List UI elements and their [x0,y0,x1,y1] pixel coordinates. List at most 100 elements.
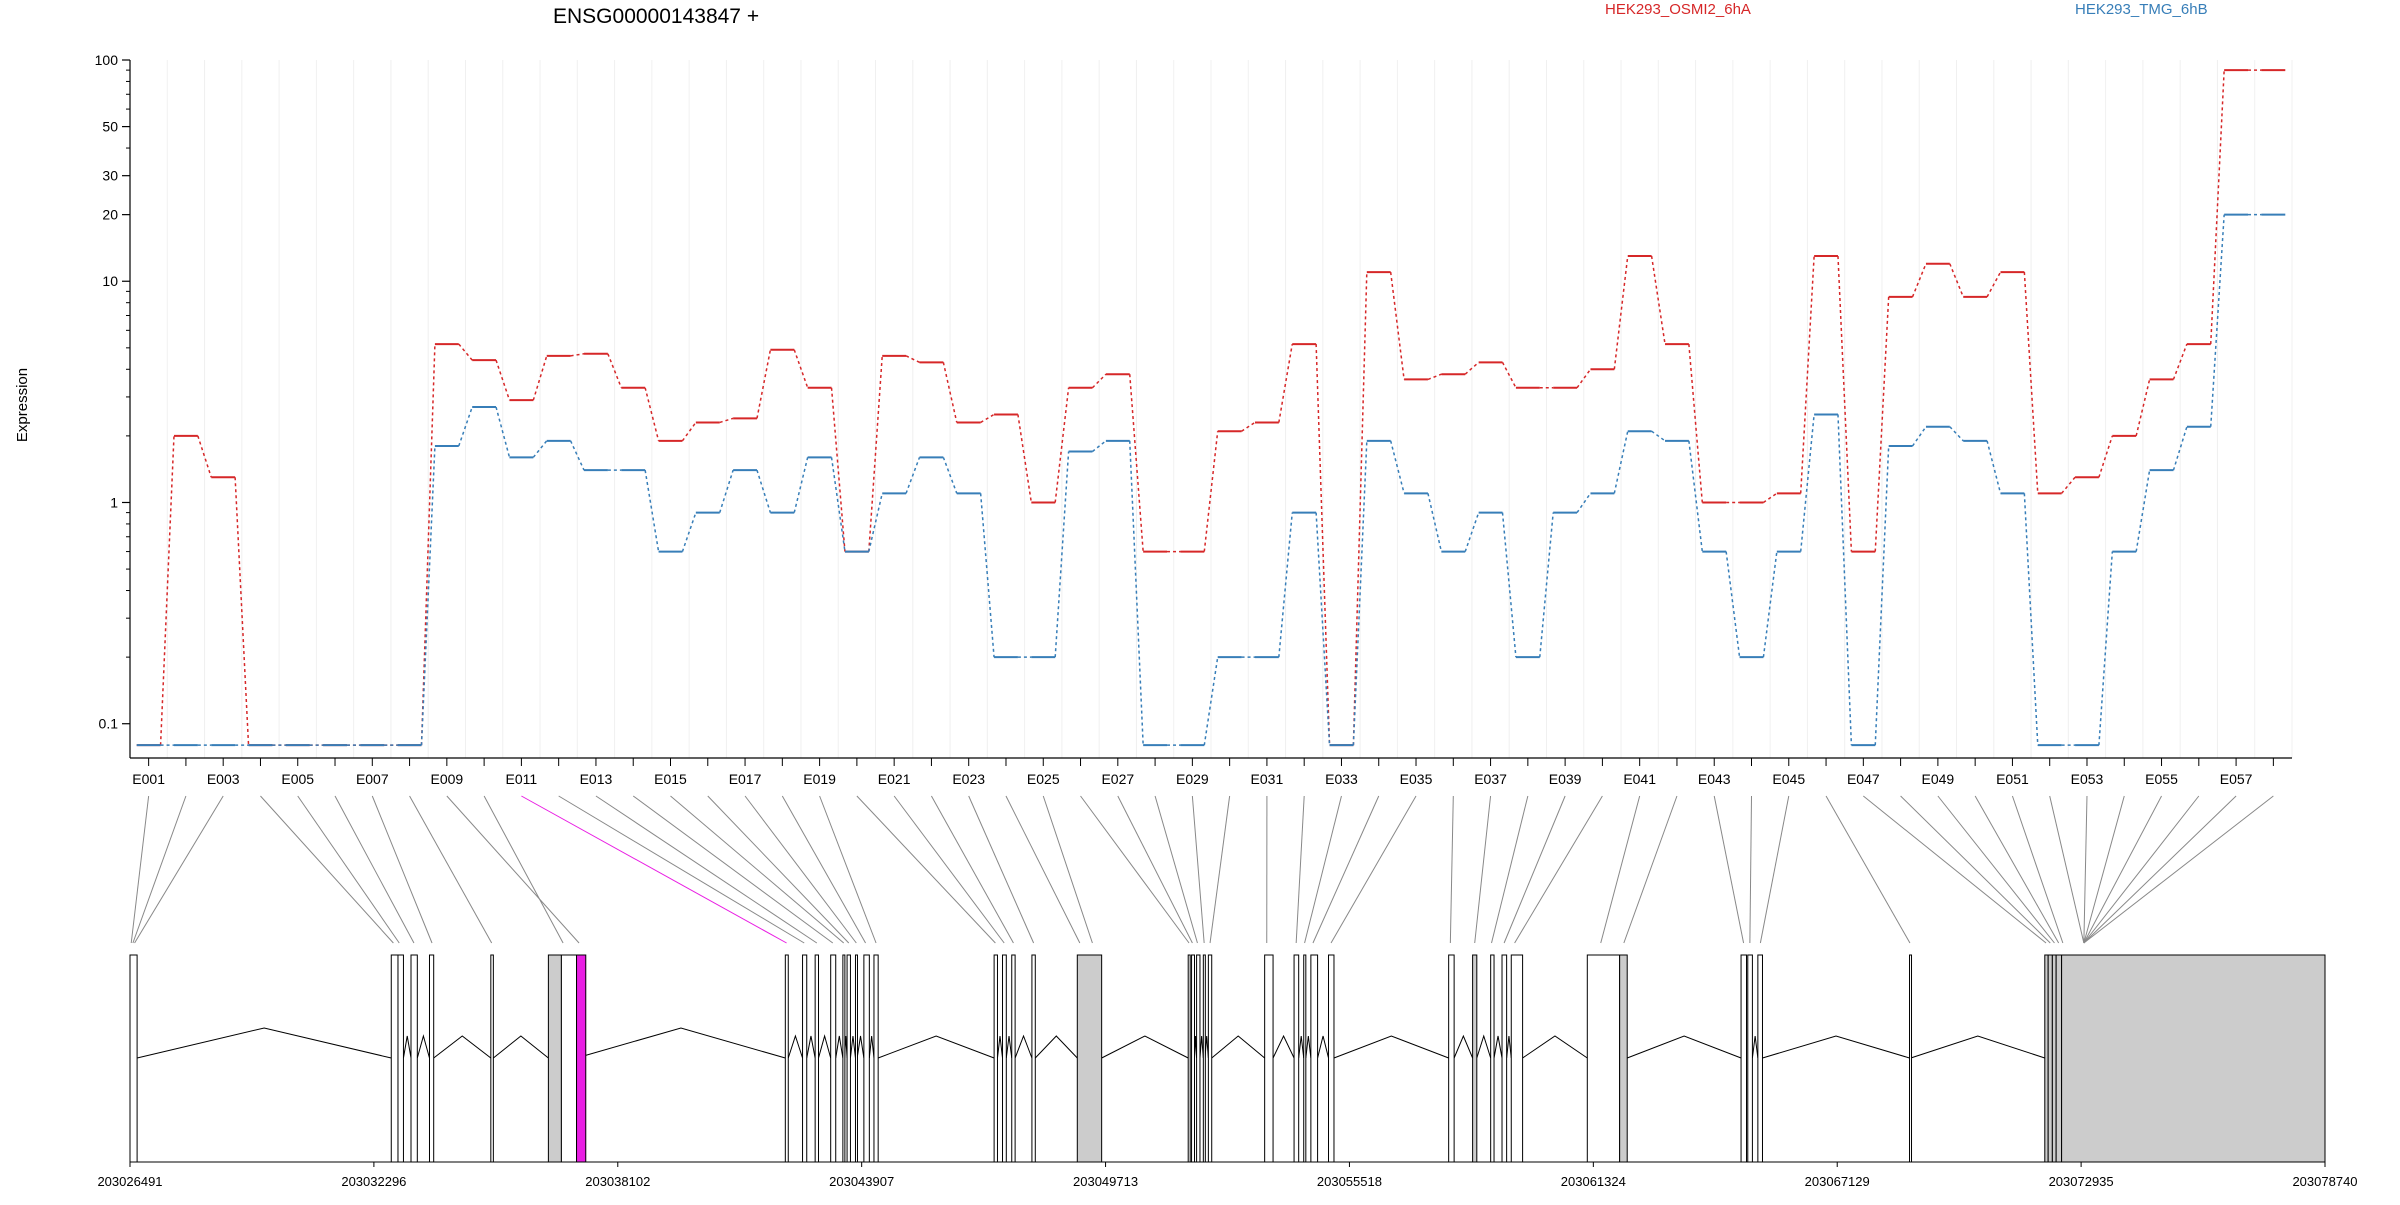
x-tick-label: E037 [1474,771,1507,787]
exon-box [1910,955,1912,1162]
exon-connector [2084,796,2087,943]
x-tick-label: E041 [1623,771,1656,787]
exon-box [864,955,869,1162]
exon-connector [1081,796,1190,943]
exon-connector [484,796,563,943]
exon-box [1758,955,1763,1162]
y-tick-label: 1 [110,494,118,510]
exon-box [831,955,836,1162]
exon-connector [1043,796,1092,943]
x-tick-label: E009 [430,771,463,787]
intron-line [1334,1036,1449,1058]
exon-box [855,955,857,1162]
coordinate-tick-label: 203026491 [97,1174,162,1189]
intron-line [1006,1036,1011,1058]
exon-box [1208,955,1211,1162]
exon-box [1188,955,1190,1162]
exon-connector [1504,796,1565,943]
intron-line [434,1036,491,1058]
intron-line [1318,1036,1329,1058]
x-tick-label: E057 [2220,771,2253,787]
exon-box [2062,955,2325,1162]
y-tick-label: 0.1 [99,716,119,732]
x-tick-label: E055 [2145,771,2178,787]
exon-connector [1750,796,1752,943]
x-tick-label: E011 [506,771,538,787]
highlighted-exon-box [577,955,586,1162]
intron-line [836,1036,843,1058]
intron-line [1035,1036,1077,1058]
exon-box [847,955,850,1162]
exon-connector [410,796,492,943]
exon-connector [1624,796,1677,943]
exon-box [2048,955,2052,1162]
exon-box [1311,955,1318,1162]
x-tick-label: E017 [729,771,762,787]
intron-line [1102,1036,1189,1058]
exon-connector [1601,796,1640,943]
exon-box [2056,955,2061,1162]
exon-connector [894,796,1004,943]
exon-connector [1760,796,1788,943]
intron-line [1627,1036,1741,1058]
intron-line [1273,1036,1294,1058]
x-tick-label: E001 [132,771,165,787]
intron-line [1494,1036,1502,1058]
exon-connector [1975,796,2058,943]
y-tick-label: 10 [102,273,118,289]
x-tick-label: E049 [1922,771,1955,787]
exon-box [1502,955,1507,1162]
exon-connector [1450,796,1453,943]
coordinate-tick-label: 203049713 [1073,1174,1138,1189]
exon-connector [1331,796,1416,943]
intron-line [1212,1036,1265,1058]
intron-line [493,1036,548,1058]
x-tick-label: E021 [878,771,911,787]
exon-box [411,955,417,1162]
intron-line [819,1036,831,1058]
intron-line [1762,1036,1909,1058]
exon-connector [1901,796,2051,943]
exon-connector [1475,796,1491,943]
x-tick-label: E053 [2071,771,2104,787]
x-tick-label: E003 [207,771,240,787]
coordinate-tick-label: 203055518 [1317,1174,1382,1189]
x-tick-label: E033 [1325,771,1358,787]
exon-box [1032,955,1035,1162]
intron-line [1015,1036,1032,1058]
intron-line [1752,1036,1757,1058]
exon-connector [131,796,148,943]
intron-line [869,1036,874,1058]
coordinate-tick-label: 203067129 [1805,1174,1870,1189]
exon-connector [1006,796,1080,943]
exon-connector [1118,796,1193,943]
exon-box [1491,955,1494,1162]
exon-box [994,955,997,1162]
exon-connector [298,796,400,943]
exon-connector [2084,796,2199,943]
exon-connector [133,796,186,943]
intron-line [807,1036,815,1058]
y-tick-label: 100 [95,52,119,68]
exon-transition-segment [571,354,584,356]
exon-box [1192,955,1195,1162]
x-tick-label: E005 [281,771,314,787]
x-tick-label: E029 [1176,771,1209,787]
coordinate-tick-label: 203078740 [2292,1174,2357,1189]
x-tick-label: E025 [1027,771,1060,787]
intron-line [1911,1036,2045,1058]
coordinate-tick-label: 203038102 [585,1174,650,1189]
exon-box [2052,955,2056,1162]
y-tick-label: 50 [102,119,118,135]
x-tick-label: E013 [580,771,613,787]
intron-line [788,1036,802,1058]
intron-line [403,1036,411,1058]
intron-line [137,1028,391,1058]
exon-connector [2084,796,2274,943]
exon-connector [596,796,817,943]
exon-box [1077,955,1101,1162]
exon-connector-lines [131,796,2273,943]
